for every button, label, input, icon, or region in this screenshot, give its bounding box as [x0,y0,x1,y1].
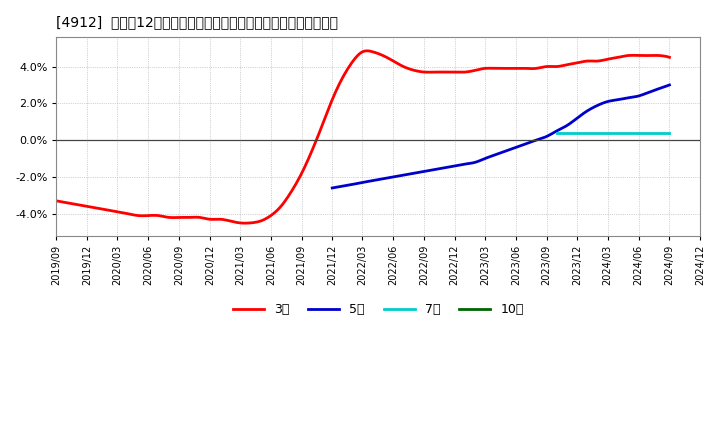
Legend: 3年, 5年, 7年, 10年: 3年, 5年, 7年, 10年 [228,298,528,321]
Text: [4912]  売上高12か月移動合計の対前年同期増減率の平均値の推移: [4912] 売上高12か月移動合計の対前年同期増減率の平均値の推移 [56,15,338,29]
